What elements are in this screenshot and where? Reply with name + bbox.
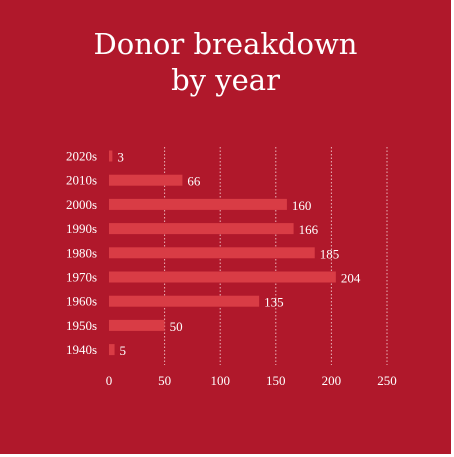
- x-tick-label: 200: [322, 373, 342, 388]
- value-label: 50: [170, 319, 183, 334]
- x-axis-ticks: 0 50 100 150 200 250: [106, 373, 397, 388]
- bars: [109, 150, 336, 356]
- value-label: 185: [320, 246, 340, 261]
- value-label: 160: [292, 198, 312, 213]
- chart-title-line-2: by year: [171, 63, 280, 97]
- category-label: 1940s: [66, 342, 97, 357]
- category-labels: 2020s 2010s 2000s 1990s 1980s 1970s 1960s 1950s…: [66, 149, 97, 358]
- value-label: 204: [341, 271, 361, 286]
- category-label: 1990s: [66, 221, 97, 236]
- bar: [109, 223, 294, 235]
- category-label: 1980s: [66, 245, 97, 260]
- x-tick-label: 0: [106, 373, 113, 388]
- x-tick-label: 250: [377, 373, 397, 388]
- bar: [109, 150, 113, 162]
- bar: [109, 295, 260, 307]
- category-label: 1970s: [66, 270, 97, 285]
- category-label: 2000s: [66, 197, 97, 212]
- value-label: 3: [117, 150, 124, 165]
- x-tick-label: 150: [266, 373, 286, 388]
- category-label: 2020s: [66, 149, 97, 164]
- chart-title-line-1: Donor breakdown: [93, 27, 358, 61]
- bar: [109, 247, 315, 259]
- bar: [109, 271, 336, 283]
- value-label: 166: [299, 222, 319, 237]
- bar: [109, 174, 183, 186]
- category-label: 2010s: [66, 173, 97, 188]
- bar: [109, 344, 115, 356]
- bar: [109, 198, 287, 210]
- value-label: 5: [120, 343, 127, 358]
- value-label: 135: [264, 295, 284, 310]
- x-tick-label: 100: [210, 373, 230, 388]
- category-label: 1950s: [66, 318, 97, 333]
- x-tick-label: 50: [158, 373, 171, 388]
- chart-title: Donor breakdown by year: [0, 26, 451, 98]
- category-label: 1960s: [66, 294, 97, 309]
- value-label: 66: [187, 174, 201, 189]
- bar: [109, 319, 165, 331]
